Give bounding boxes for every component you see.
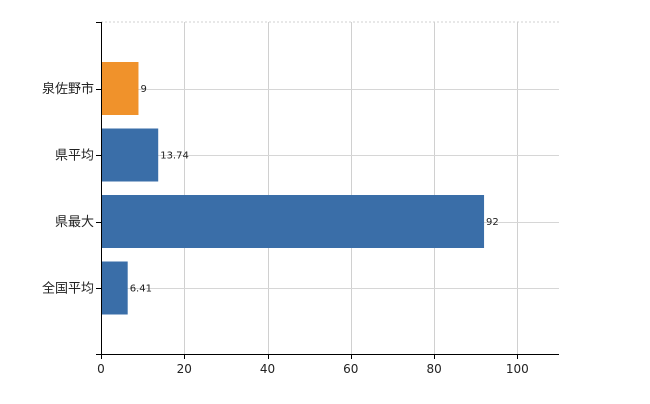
data-label: 6.41 [130,284,152,295]
axis-layer [96,22,559,359]
category-label: 全国平均 [42,281,94,297]
grid-layer [101,21,559,354]
x-tick-label: 80 [426,362,441,376]
bar-3 [101,261,128,315]
category-label: 県最大 [55,215,94,230]
x-tick-label: 0 [97,362,105,376]
data-label: 13.74 [160,151,189,162]
category-label: 泉佐野市 [42,81,94,97]
x-tick-label: 60 [343,362,358,376]
x-tick-label: 20 [177,362,192,376]
data-label: 92 [486,217,499,228]
data-label: 9 [140,84,146,95]
bar-layer [101,62,485,315]
bar-0 [101,62,139,115]
bar-2 [101,195,485,248]
x-tick-label: 100 [506,362,529,376]
x-tick-label: 40 [260,362,275,376]
bar-1 [101,128,159,182]
category-label: 県平均 [55,149,94,164]
